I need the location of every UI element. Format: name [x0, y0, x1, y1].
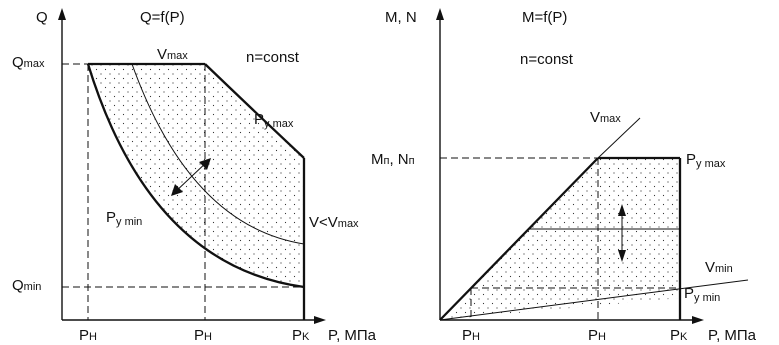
right-operating-region	[440, 158, 680, 320]
left-y-axis-arrow	[58, 8, 66, 20]
right-py-max-label: Py max	[686, 151, 726, 170]
left-y-axis-label: Q	[36, 9, 48, 26]
left-x-tick-ph1: PH	[79, 327, 97, 344]
left-py-max-curve	[204, 63, 305, 159]
right-vmin-label: Vmin	[705, 259, 733, 276]
left-x-tick-ph2: PH	[194, 327, 212, 344]
right-condition: n=const	[520, 51, 574, 68]
right-x-axis-arrow	[692, 316, 704, 324]
right-adjust-arrow-head-down	[618, 250, 626, 262]
right-x-tick-ph1: PH	[462, 327, 480, 344]
left-panel-q-of-p: Q Q=f(P) n=const Qmax Qmin Vmax Py max P…	[12, 8, 377, 344]
left-py-min-curve	[86, 63, 305, 289]
left-qmax-label: Qmax	[12, 54, 45, 71]
left-adjust-arrow-head-down	[171, 184, 183, 196]
left-formula: Q=f(P)	[140, 9, 185, 26]
left-x-axis-label: P, МПа	[328, 327, 377, 344]
right-x-tick-ph2: PH	[588, 327, 606, 344]
right-y-axis-label: M, N	[385, 9, 417, 26]
right-x-tick-pk: PK	[670, 327, 688, 344]
left-py-max-label: Py max	[254, 111, 294, 130]
left-py-min-label: Py min	[106, 209, 142, 228]
left-qmin-label: Qmin	[12, 277, 41, 294]
right-x-axis-label: P, МПа	[708, 327, 757, 344]
left-x-axis-arrow	[314, 316, 326, 324]
left-v-less-label: V<Vmax	[309, 214, 359, 231]
left-x-tick-pk: PK	[292, 327, 310, 344]
left-operating-region	[88, 64, 304, 287]
left-vmax-label: Vmax	[157, 46, 188, 63]
right-vmax-line	[439, 157, 599, 321]
right-vmin-line	[439, 279, 749, 321]
right-panel-m-of-p: M, N M=f(P) n=const Mп, Nп Vmax Py max V…	[371, 8, 757, 344]
right-py-min-label: Py min	[684, 285, 720, 304]
left-adjust-arrow-head-up	[199, 158, 211, 170]
right-vmax-label: Vmax	[590, 109, 621, 126]
left-v-less-curve	[131, 63, 305, 245]
right-mn-label: Mп, Nп	[371, 151, 415, 168]
left-condition: n=const	[246, 49, 300, 66]
right-formula: M=f(P)	[522, 9, 567, 26]
right-adjust-arrow-head-up	[618, 204, 626, 216]
right-y-axis-arrow	[436, 8, 444, 20]
right-vmax-ext	[597, 117, 641, 159]
